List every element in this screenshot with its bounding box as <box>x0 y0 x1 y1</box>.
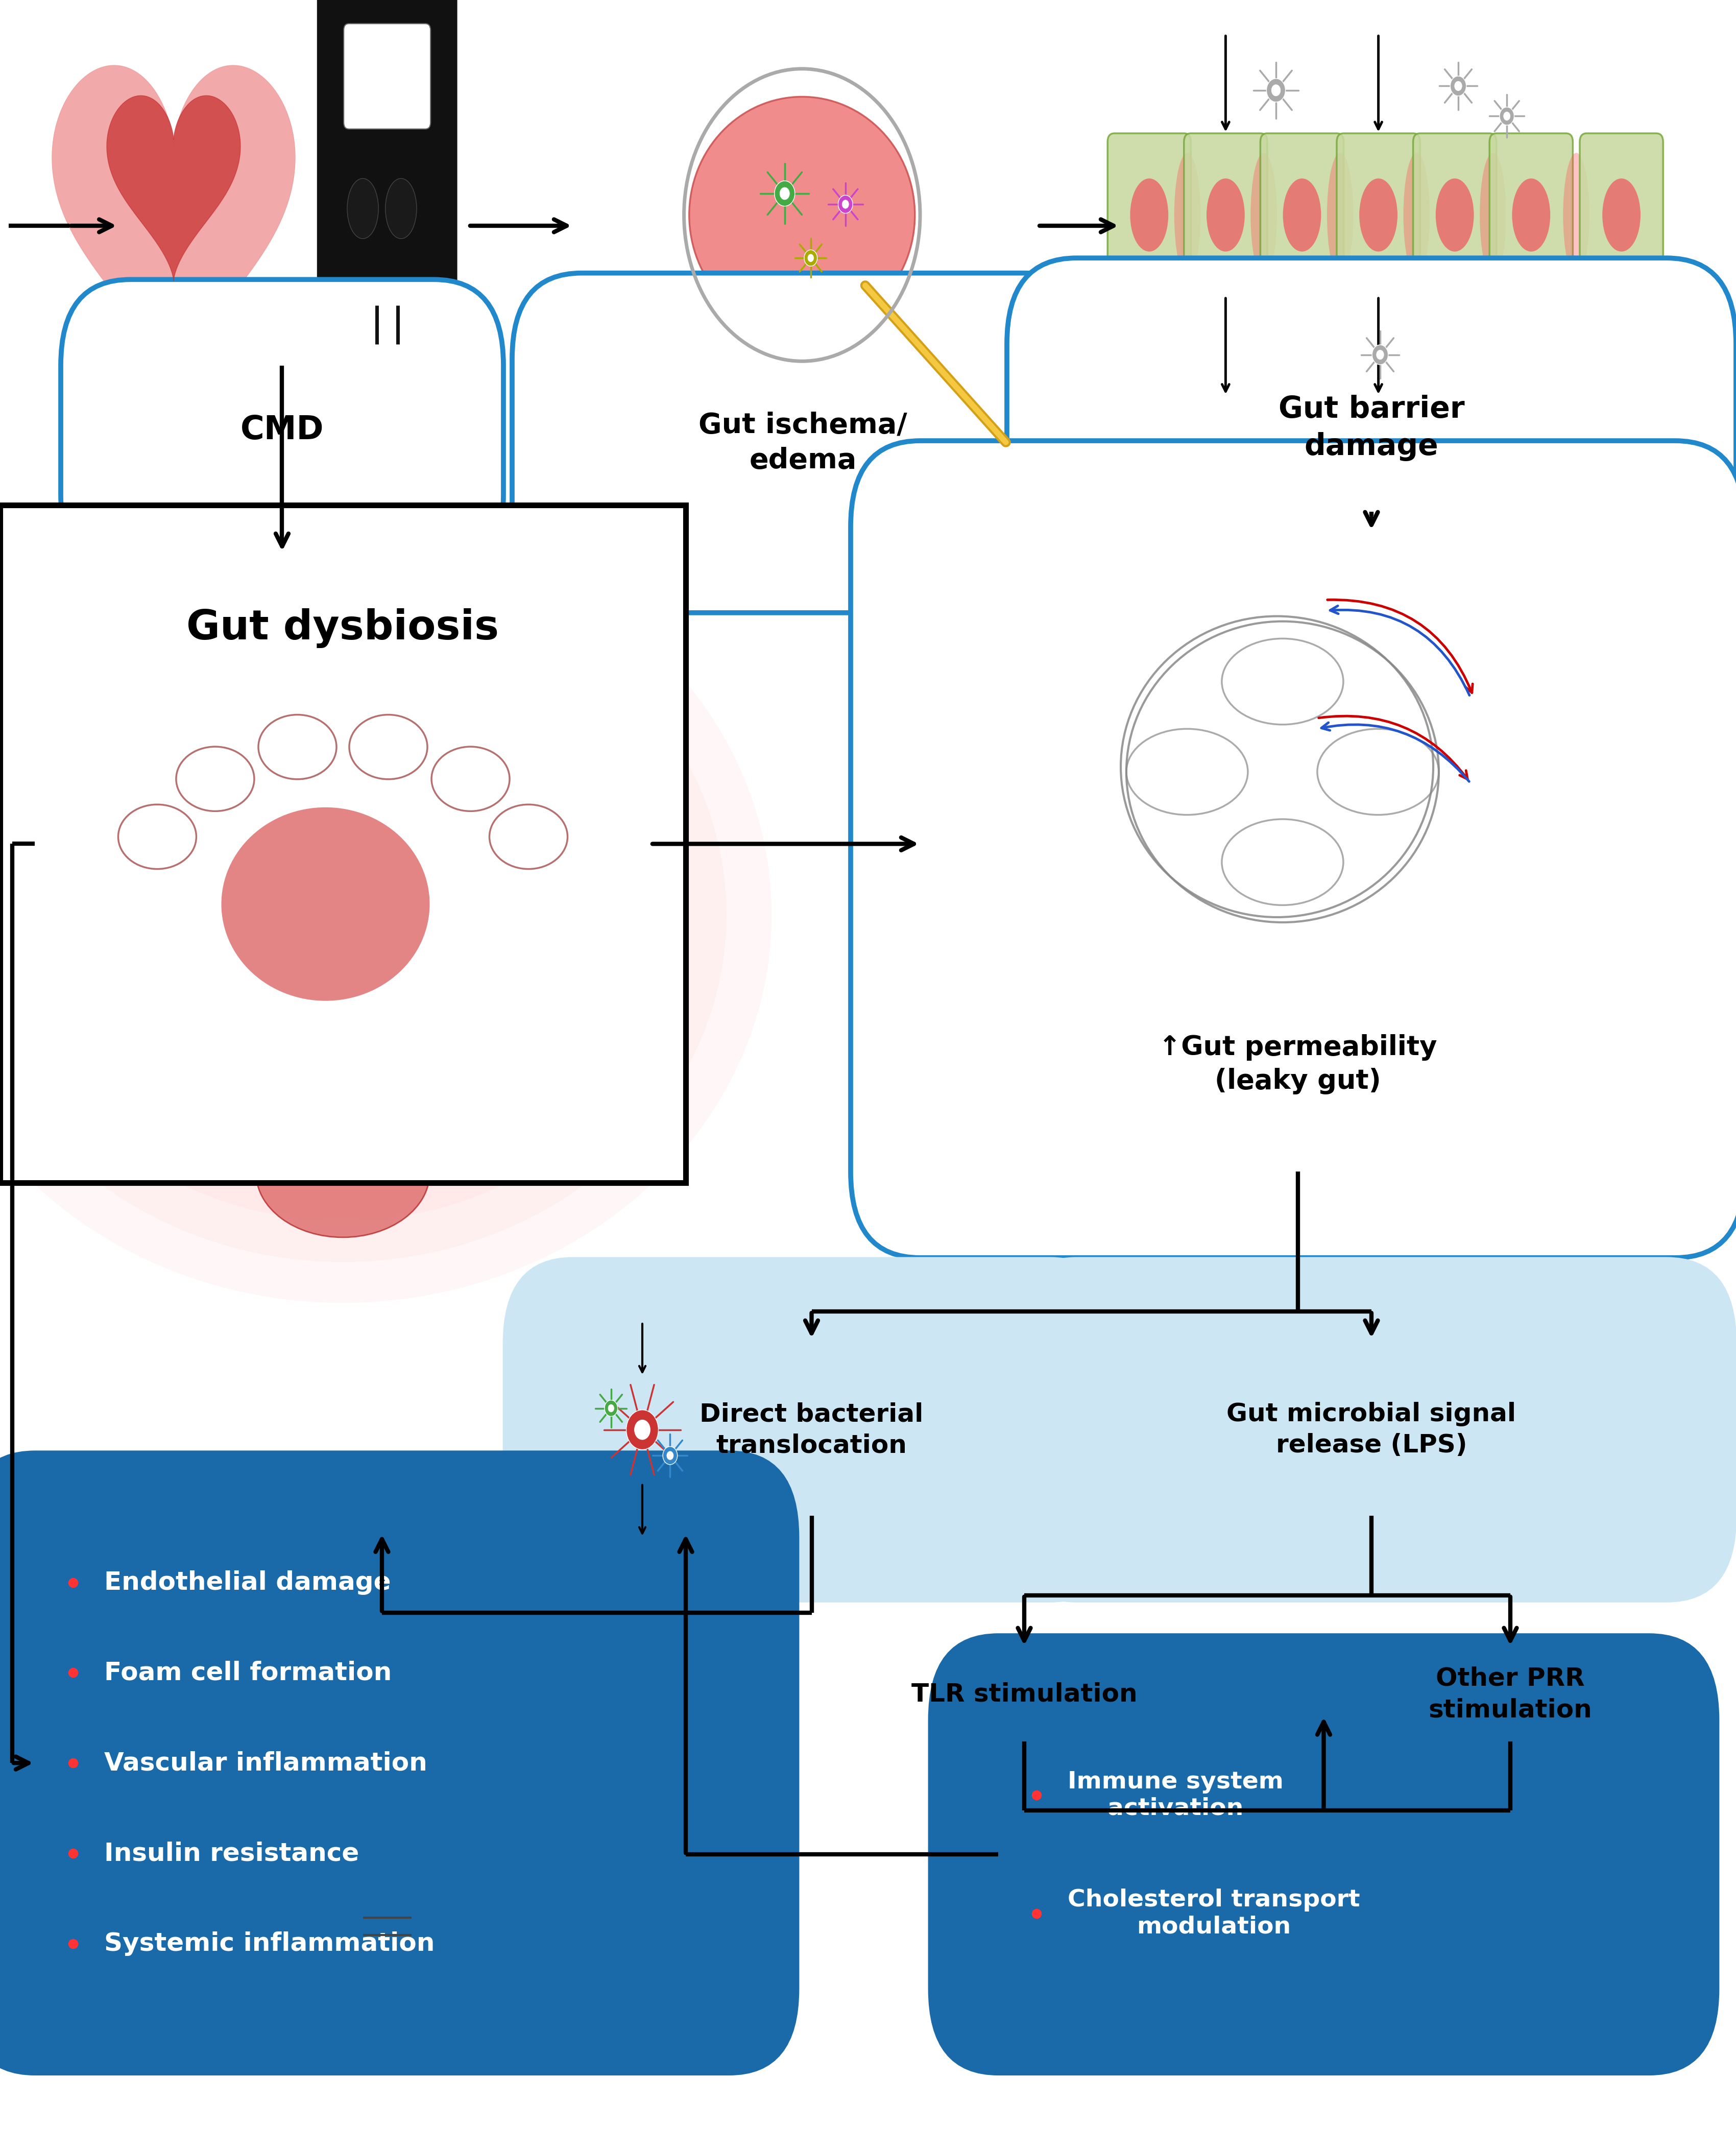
Text: Immune system
activation: Immune system activation <box>1068 1769 1283 1821</box>
Text: Direct bacterial
translocation: Direct bacterial translocation <box>700 1402 924 1458</box>
FancyBboxPatch shape <box>851 441 1736 1258</box>
Text: Gut barrier
damage: Gut barrier damage <box>1278 396 1465 460</box>
Circle shape <box>1500 108 1514 125</box>
Ellipse shape <box>1326 153 1354 277</box>
FancyBboxPatch shape <box>0 505 686 1182</box>
Text: ↑Gut permeability
(leaky gut): ↑Gut permeability (leaky gut) <box>1158 1034 1437 1094</box>
Circle shape <box>804 249 818 267</box>
Ellipse shape <box>1562 153 1590 277</box>
Text: Gut microbial signal
release (LPS): Gut microbial signal release (LPS) <box>1227 1402 1516 1458</box>
Text: Gut ischema/
edema: Gut ischema/ edema <box>698 411 908 475</box>
Circle shape <box>667 1451 674 1460</box>
Ellipse shape <box>116 722 568 1002</box>
Circle shape <box>608 1404 615 1413</box>
FancyBboxPatch shape <box>1108 133 1191 297</box>
Polygon shape <box>108 95 240 282</box>
Circle shape <box>807 254 814 262</box>
Circle shape <box>1371 344 1389 366</box>
FancyBboxPatch shape <box>1580 133 1663 297</box>
FancyBboxPatch shape <box>61 280 503 581</box>
Text: Gut dysbiosis: Gut dysbiosis <box>186 608 500 649</box>
Text: TLR stimulation: TLR stimulation <box>911 1681 1137 1707</box>
Ellipse shape <box>1602 178 1641 252</box>
Text: Vascular inflammation: Vascular inflammation <box>104 1750 427 1776</box>
Text: Foam cell formation: Foam cell formation <box>104 1660 392 1686</box>
Text: Endothelial damage: Endothelial damage <box>104 1570 391 1595</box>
FancyBboxPatch shape <box>503 1258 1120 1602</box>
Ellipse shape <box>1512 178 1550 252</box>
Ellipse shape <box>0 568 726 1262</box>
Ellipse shape <box>385 178 417 239</box>
FancyBboxPatch shape <box>1337 133 1420 297</box>
Circle shape <box>1267 80 1285 101</box>
Ellipse shape <box>741 275 863 393</box>
FancyBboxPatch shape <box>1413 133 1496 297</box>
FancyBboxPatch shape <box>0 1451 799 2075</box>
Ellipse shape <box>255 1109 429 1236</box>
Text: Insulin resistance: Insulin resistance <box>104 1840 359 1866</box>
Circle shape <box>663 1447 677 1464</box>
Ellipse shape <box>689 97 915 333</box>
Ellipse shape <box>1403 153 1430 277</box>
Circle shape <box>779 187 790 200</box>
Ellipse shape <box>1207 178 1245 252</box>
Circle shape <box>1271 84 1281 97</box>
Ellipse shape <box>220 806 429 1000</box>
Ellipse shape <box>49 649 635 1180</box>
Ellipse shape <box>139 731 545 1099</box>
Ellipse shape <box>82 705 604 1124</box>
Ellipse shape <box>94 690 590 1140</box>
Ellipse shape <box>1436 178 1474 252</box>
Ellipse shape <box>1130 178 1168 252</box>
Circle shape <box>634 1419 651 1440</box>
FancyBboxPatch shape <box>929 1634 1719 2075</box>
Ellipse shape <box>1359 178 1397 252</box>
Circle shape <box>842 200 849 209</box>
Text: Other PRR
stimulation: Other PRR stimulation <box>1429 1666 1592 1722</box>
Circle shape <box>627 1410 658 1449</box>
FancyBboxPatch shape <box>1007 1258 1736 1602</box>
Circle shape <box>1377 350 1384 359</box>
FancyBboxPatch shape <box>512 273 1094 613</box>
FancyBboxPatch shape <box>1489 133 1573 297</box>
FancyBboxPatch shape <box>318 0 457 327</box>
FancyBboxPatch shape <box>1184 133 1267 297</box>
FancyBboxPatch shape <box>1260 133 1344 297</box>
Circle shape <box>604 1400 618 1417</box>
Circle shape <box>774 181 795 206</box>
FancyBboxPatch shape <box>344 24 431 129</box>
Text: CMD: CMD <box>240 415 325 445</box>
Ellipse shape <box>1174 153 1201 277</box>
Polygon shape <box>52 64 295 402</box>
Ellipse shape <box>0 527 771 1303</box>
Ellipse shape <box>1479 153 1507 277</box>
Text: Systemic inflammation: Systemic inflammation <box>104 1931 434 1956</box>
Circle shape <box>1455 82 1462 90</box>
Circle shape <box>1450 75 1467 97</box>
Text: Cholesterol transport
modulation: Cholesterol transport modulation <box>1068 1888 1359 1939</box>
Circle shape <box>1503 112 1510 120</box>
Ellipse shape <box>347 178 378 239</box>
Circle shape <box>838 196 852 213</box>
Ellipse shape <box>3 608 681 1221</box>
Ellipse shape <box>1283 178 1321 252</box>
Ellipse shape <box>1250 153 1278 277</box>
FancyBboxPatch shape <box>1007 258 1736 598</box>
